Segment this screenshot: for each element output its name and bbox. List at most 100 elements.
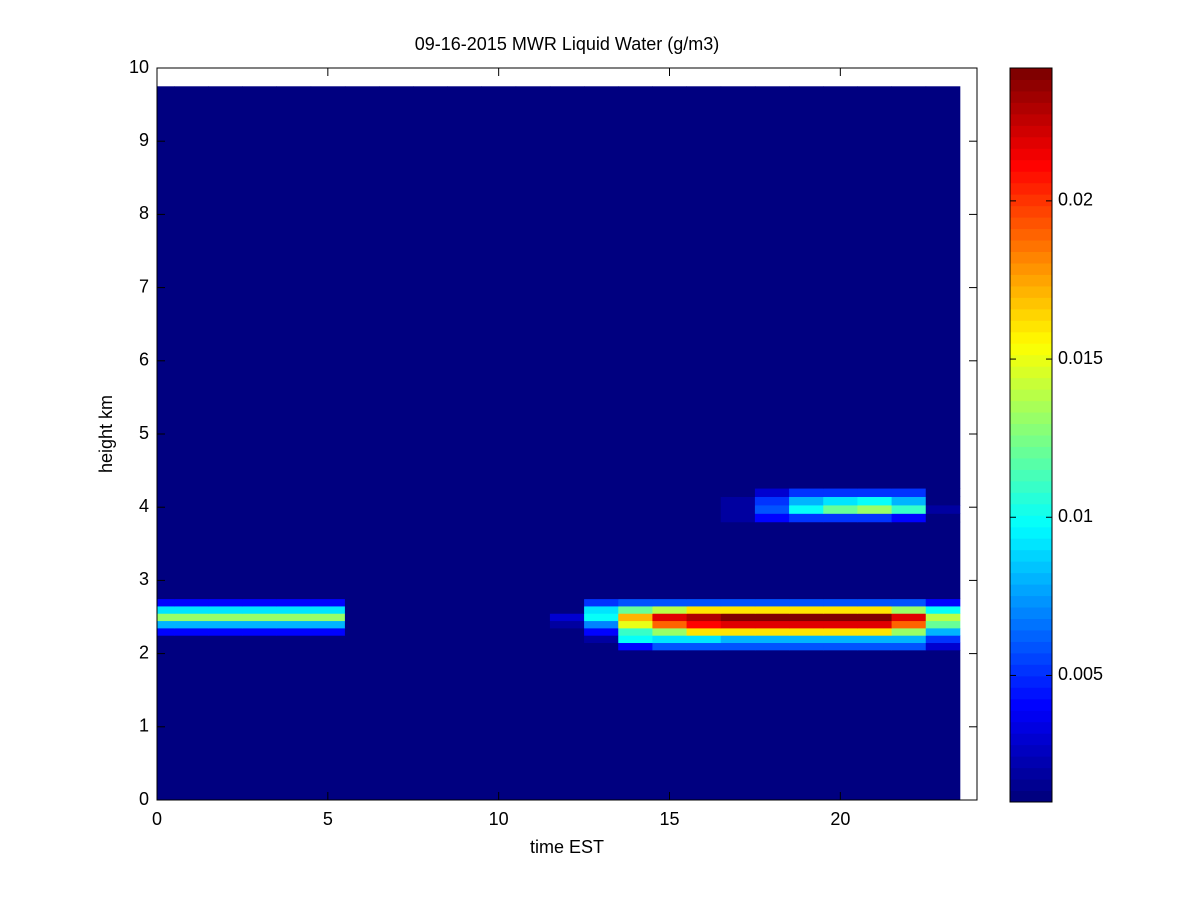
y-tick-label: 4 bbox=[139, 496, 149, 516]
heatmap-cell bbox=[891, 86, 927, 489]
heatmap-cell bbox=[652, 496, 687, 506]
heatmap-cell bbox=[174, 598, 209, 607]
heatmap-cell bbox=[310, 635, 346, 644]
heatmap-cell bbox=[208, 513, 243, 523]
heatmap-cell bbox=[754, 606, 790, 614]
heatmap-cell bbox=[515, 642, 551, 651]
heatmap-cell bbox=[789, 521, 824, 600]
heatmap-cell bbox=[857, 505, 892, 514]
heatmap-cell bbox=[891, 613, 927, 622]
colorbar-segment bbox=[1010, 664, 1052, 677]
heatmap-cell bbox=[344, 86, 380, 489]
heatmap-cell bbox=[447, 505, 482, 514]
colorbar-tick-label: 0.02 bbox=[1058, 190, 1093, 210]
heatmap-cell bbox=[857, 598, 892, 607]
heatmap-cell bbox=[515, 627, 551, 636]
heatmap-cell bbox=[789, 86, 824, 489]
heatmap-cell bbox=[823, 606, 858, 614]
colorbar-segment bbox=[1010, 240, 1052, 252]
heatmap-cell bbox=[276, 86, 312, 489]
heatmap-cell bbox=[379, 649, 414, 801]
heatmap-cell bbox=[447, 649, 482, 801]
heatmap-cell bbox=[310, 642, 346, 651]
y-tick-label: 1 bbox=[139, 716, 149, 736]
colorbar-segment bbox=[1010, 423, 1052, 436]
colorbar-segment bbox=[1010, 618, 1052, 631]
heatmap-cell bbox=[515, 649, 551, 801]
colorbar-segment bbox=[1010, 675, 1052, 688]
heatmap-cell bbox=[379, 613, 414, 622]
colorbar-segment bbox=[1010, 492, 1052, 505]
colorbar-segment bbox=[1010, 503, 1052, 516]
colorbar-segment bbox=[1010, 790, 1052, 803]
heatmap-cell bbox=[344, 598, 380, 607]
heatmap-cell bbox=[208, 521, 243, 600]
heatmap-cell bbox=[891, 521, 927, 600]
heatmap-cell bbox=[242, 627, 277, 636]
heatmap-cell bbox=[720, 642, 756, 651]
heatmap-cell bbox=[208, 598, 243, 607]
heatmap-cell bbox=[823, 649, 858, 801]
heatmap-cell bbox=[686, 642, 722, 651]
heatmap-cell bbox=[344, 649, 380, 801]
heatmap-cell bbox=[720, 635, 756, 644]
colorbar-segment bbox=[1010, 171, 1052, 184]
heatmap-cell bbox=[379, 488, 414, 497]
heatmap-cell bbox=[174, 488, 209, 497]
heatmap-cell bbox=[208, 606, 243, 614]
colorbar-segment bbox=[1010, 79, 1052, 92]
heatmap-cell bbox=[242, 496, 277, 506]
heatmap-cell bbox=[618, 496, 653, 506]
heatmap-cell bbox=[413, 513, 448, 523]
colorbar-segment bbox=[1010, 733, 1052, 746]
heatmap-cell bbox=[823, 635, 858, 644]
heatmap-cell bbox=[549, 598, 585, 607]
heatmap-cell bbox=[481, 598, 517, 607]
colorbar-tick-label: 0.015 bbox=[1058, 348, 1103, 368]
heatmap-cell bbox=[823, 496, 858, 506]
heatmap-cell bbox=[857, 613, 892, 622]
x-tick-label: 20 bbox=[830, 809, 850, 829]
colorbar-segment bbox=[1010, 412, 1052, 425]
heatmap-cell bbox=[344, 496, 380, 506]
colorbar-segment bbox=[1010, 515, 1052, 528]
heatmap-cell bbox=[481, 521, 517, 600]
colorbar-box bbox=[1009, 67, 1053, 803]
heatmap-cell bbox=[379, 496, 414, 506]
heatmap-cell bbox=[447, 598, 482, 607]
heatmap-cell bbox=[379, 620, 414, 629]
heatmap-cell bbox=[686, 496, 722, 506]
heatmap-cell bbox=[584, 496, 619, 506]
heatmap-cell bbox=[413, 521, 448, 600]
heatmap-cell bbox=[208, 505, 243, 514]
heatmap-cell bbox=[652, 613, 687, 622]
heatmap-cell bbox=[720, 513, 756, 523]
heatmap-cell bbox=[157, 521, 175, 600]
heatmap-cell bbox=[413, 613, 448, 622]
heatmap-cell bbox=[891, 496, 927, 506]
heatmap-cell bbox=[481, 649, 517, 801]
heatmap-cell bbox=[208, 496, 243, 506]
heatmap-cell bbox=[481, 620, 517, 629]
heatmap-cell bbox=[754, 505, 790, 514]
colorbar-segment bbox=[1010, 194, 1052, 207]
colorbar-segment bbox=[1010, 457, 1052, 470]
heatmap-cell bbox=[720, 613, 756, 622]
heatmap-cell bbox=[584, 598, 619, 607]
heatmap-cell bbox=[549, 620, 585, 629]
heatmap-cell bbox=[174, 642, 209, 651]
heatmap-cell bbox=[754, 488, 790, 497]
heatmap-cell bbox=[789, 513, 824, 523]
heatmap-cell bbox=[754, 86, 790, 489]
heatmap-cell bbox=[481, 642, 517, 651]
heatmap-cell bbox=[789, 613, 824, 622]
heatmap-cell bbox=[174, 521, 209, 600]
heatmap-cell bbox=[515, 513, 551, 523]
heatmap-cell bbox=[447, 488, 482, 497]
heatmap-cell bbox=[823, 613, 858, 622]
colorbar-tick-label: 0.005 bbox=[1058, 664, 1103, 684]
heatmap-cell bbox=[618, 598, 653, 607]
heatmap-cell bbox=[823, 598, 858, 607]
colorbar-segment bbox=[1010, 102, 1052, 115]
